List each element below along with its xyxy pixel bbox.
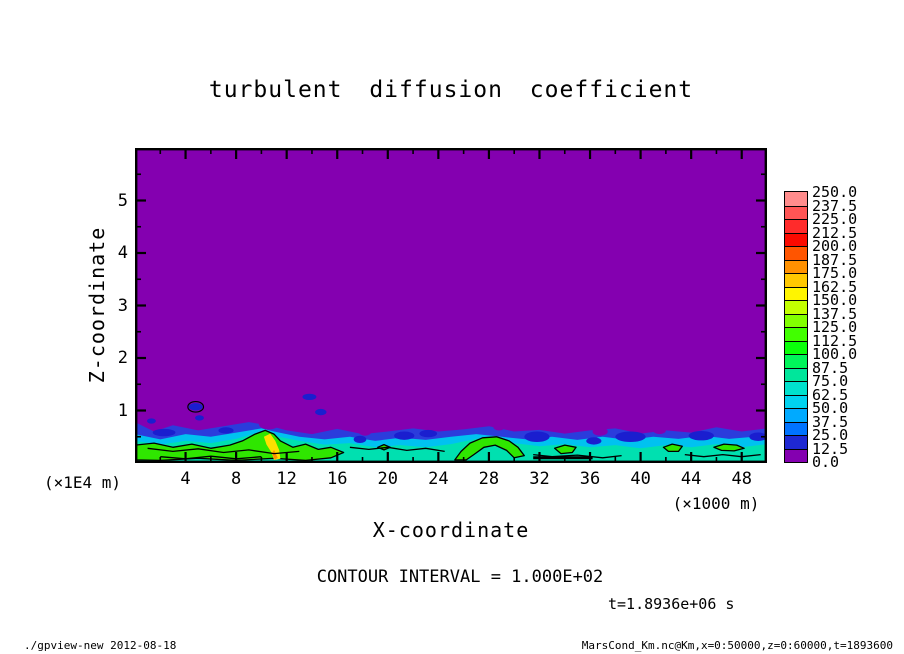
colorbar-tick-label: 37.5 (812, 412, 849, 431)
colorbar-swatch (784, 393, 808, 409)
colorbar-tick-label: 137.5 (812, 304, 858, 323)
colorbar-swatch (784, 447, 808, 463)
colorbar-swatch (784, 407, 808, 423)
contour-plot (135, 148, 767, 463)
colorbar-tick-label: 50.0 (812, 399, 849, 417)
x-tick-label: 40 (630, 469, 651, 489)
colorbar-tick-label: 75.0 (812, 372, 849, 390)
colorbar-tick-label: 162.5 (812, 277, 858, 296)
contour-interval-label: CONTOUR INTERVAL = 1.000E+02 (316, 567, 604, 587)
colorbar-tick-label: 237.5 (812, 196, 858, 215)
colorbar-tick-label: 25.0 (812, 426, 849, 444)
colorbar-swatch (784, 272, 808, 288)
colorbar-tick-label: 12.5 (812, 439, 849, 458)
colorbar-swatch (784, 299, 808, 315)
x-tick-label: 36 (579, 469, 601, 489)
x-tick-label: 44 (680, 469, 702, 489)
colorbar-tick-label: 200.0 (812, 237, 858, 255)
colorbar-swatch (784, 204, 808, 220)
y-tick-label: 3 (117, 295, 128, 316)
chart-title: turbulent diffusion coefficient (208, 77, 694, 103)
x-tick-label: 8 (230, 469, 242, 489)
x-tick-label: 20 (377, 469, 399, 489)
x-tick-label: 48 (731, 469, 752, 489)
colorbar-tick-label: 187.5 (812, 250, 858, 269)
colorbar-swatch (784, 218, 808, 234)
colorbar-swatch (784, 285, 808, 301)
y-tick-label: 4 (117, 243, 128, 263)
colorbar-swatch (784, 326, 808, 342)
footer-source: MarsCond_Km.nc@Km,x=0:50000,z=0:60000,t=… (581, 639, 893, 652)
colorbar-tick-label: 125.0 (812, 318, 858, 336)
colorbar-tick-label: 150.0 (812, 291, 858, 309)
time-label: t=1.8936e+06 s (608, 595, 735, 613)
colorbar (784, 191, 808, 463)
x-tick-label: 24 (428, 469, 449, 489)
y-tick-label: 2 (117, 348, 128, 368)
colorbar-swatch (784, 380, 808, 396)
colorbar-swatch (784, 366, 808, 382)
colorbar-swatch (784, 420, 808, 436)
colorbar-swatch (784, 434, 808, 450)
colorbar-swatch (784, 231, 808, 247)
y-tick-label: 5 (117, 190, 128, 211)
x-tick-label: 32 (529, 469, 550, 489)
colorbar-tick-label: 175.0 (812, 264, 858, 282)
x-tick-label: 4 (180, 469, 191, 489)
colorbar-tick-label: 87.5 (812, 358, 849, 377)
colorbar-swatch (784, 353, 808, 369)
colorbar-tick-label: 100.0 (812, 345, 858, 363)
colorbar-tick-label: 62.5 (812, 385, 849, 404)
footer-command: ./gpview-new 2012-08-18 (24, 639, 177, 652)
colorbar-swatch (784, 245, 808, 261)
x-tick-label: 16 (326, 469, 348, 489)
colorbar-swatch (784, 339, 808, 355)
colorbar-swatch (784, 191, 808, 207)
x-tick-label: 28 (478, 469, 500, 489)
colorbar-tick-label: 250.0 (812, 183, 858, 201)
colorbar-tick-label: 225.0 (812, 210, 858, 228)
x-axis-label: X-coordinate (372, 518, 530, 542)
x-tick-label: 12 (276, 469, 297, 489)
y-axis-unit: (×1E4 m) (44, 473, 122, 492)
y-tick-label: 1 (117, 400, 128, 421)
colorbar-swatch (784, 258, 808, 274)
colorbar-swatch (784, 312, 808, 328)
colorbar-tick-label: 112.5 (812, 331, 858, 350)
colorbar-tick-label: 212.5 (812, 223, 858, 242)
colorbar-tick-label: 0.0 (812, 453, 840, 471)
x-axis-unit: (×1000 m) (672, 494, 760, 513)
